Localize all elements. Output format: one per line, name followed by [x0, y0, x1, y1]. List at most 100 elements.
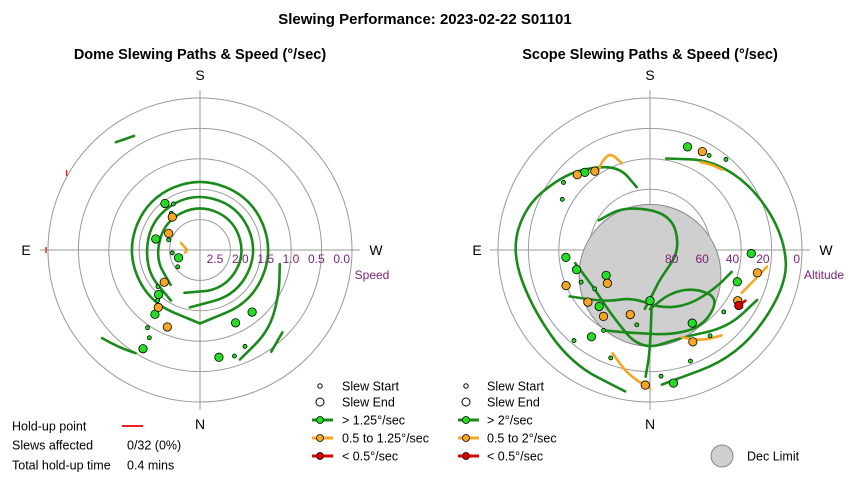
slews-affected-value: 0/32 (0%): [127, 438, 181, 452]
legend-end-marker: [315, 397, 325, 407]
scope-slew-start-point: [723, 157, 729, 162]
legend-fast-label: > 2°/sec: [487, 413, 533, 427]
dome-slew-end-point: [160, 198, 170, 209]
scope-mid-speed-point: [598, 311, 609, 322]
dome-compass-n: N: [195, 416, 205, 432]
total-holdup-label: Total hold-up time: [12, 458, 111, 472]
scope-slew-start-point: [721, 309, 727, 315]
scope-slew-start-point: [578, 279, 584, 285]
scope-mid-speed-point: [640, 380, 650, 390]
dome-points: [45, 170, 257, 362]
scope-tick-label: 20: [756, 252, 770, 266]
scope-slew-end-point: [594, 301, 604, 312]
scope-slew-end-point: [645, 296, 655, 306]
dome-compass-e: E: [21, 242, 30, 258]
scope-mid-speed-point: [752, 268, 762, 278]
dome-slew-end-point: [173, 253, 184, 263]
scope-slew-end-point: [571, 265, 582, 275]
scope-slew-end-point: [601, 270, 611, 280]
dome-slew-path: [238, 262, 282, 361]
dome-axis-label: Speed: [355, 268, 390, 282]
scope-mid-speed-point: [583, 297, 593, 307]
legend-fast-dot: [316, 416, 324, 424]
scope-slew-start-point: [706, 153, 712, 158]
scope-paths: [514, 153, 788, 393]
dome-slew-path: [130, 180, 270, 325]
dome-tick-label: 1.5: [257, 252, 274, 266]
scope-points: [559, 142, 762, 390]
dome-slew-start-point: [155, 298, 161, 303]
dome-slew-start-point: [170, 201, 176, 207]
dome-compass-s: S: [195, 67, 204, 83]
legend-start-marker: [317, 383, 323, 389]
legend-end-label: Slew End: [342, 395, 395, 409]
scope-slow-speed-point: [734, 300, 744, 311]
scope-slew-start-point: [688, 358, 693, 364]
dome-slew-end-point: [214, 352, 224, 362]
dome-radial-ticks: 2.5 2.0 1.5 1.0 0.5 0.0: [207, 252, 351, 266]
scope-slew-end-point: [668, 378, 679, 388]
legend-end-marker: [461, 397, 471, 407]
scope-mid-speed-point: [590, 166, 600, 176]
scope-slew-path: [644, 299, 654, 378]
dome-slew-start-point: [232, 353, 237, 359]
dome-mid-speed-point: [159, 277, 169, 287]
legend-slow-label: < 0.5°/sec: [342, 449, 398, 463]
scope-slew-end-point: [746, 248, 756, 259]
scope-slew-end-point: [682, 142, 693, 152]
dome-paths: [100, 134, 284, 361]
dome-tick-label: 1.0: [283, 252, 300, 266]
dome-rings: [40, 90, 360, 410]
dome-mid-speed-point: [167, 212, 177, 222]
scope-slew-start-point: [571, 338, 577, 343]
dome-compass-w: W: [369, 242, 383, 258]
legend-start-marker: [463, 383, 469, 389]
holdup-info: Hold-up point Slews affected 0/32 (0%) T…: [12, 419, 181, 472]
legend-start-label: Slew Start: [342, 379, 399, 393]
legend-end-label: Slew End: [487, 395, 540, 409]
dome-slew-end-point: [230, 318, 241, 328]
scope-slew-start-point: [601, 328, 606, 333]
scope-slew-end-point: [561, 252, 571, 262]
scope-slew-path: [573, 261, 759, 348]
slews-affected-label: Slews affected: [12, 438, 93, 452]
dome-tick-label: 0.5: [308, 252, 325, 266]
legend-dec-limit-marker: [710, 444, 734, 468]
scope-compass-w: W: [819, 242, 833, 258]
scope-slew-start-point: [634, 322, 640, 328]
total-holdup-value: 0.4 mins: [127, 458, 174, 472]
scope-mid-speed-point: [697, 146, 707, 157]
dome-slew-start-point: [175, 264, 181, 270]
scope-slew-end-point: [586, 332, 597, 342]
scope-tick-label: 80: [665, 252, 679, 266]
dome-slew-end-point: [247, 307, 257, 317]
dome-tick-label: 0.0: [333, 252, 350, 266]
legend-slow-dot: [462, 452, 470, 460]
dome-title: Dome Slewing Paths & Speed (°/sec): [74, 47, 327, 63]
dome-slew-start-point: [155, 284, 161, 289]
scope-compass-n: N: [645, 416, 655, 432]
dome-slew-path: [179, 241, 189, 254]
legend-start-label: Slew Start: [487, 379, 544, 393]
scope-slew-path: [602, 288, 716, 336]
scope-panel: Scope Slewing Paths & Speed (°/sec) S N …: [472, 47, 844, 432]
scope-slew-end-point: [687, 318, 697, 328]
scope-radial-ticks: 80 60 40 20 0: [665, 252, 800, 266]
legend-slow-dot: [316, 452, 324, 460]
scope-slew-start-point: [561, 180, 566, 185]
holdup-label: Hold-up point: [12, 419, 87, 433]
dome-slew-path: [114, 134, 136, 144]
scope-slew-start-point: [559, 196, 565, 202]
scope-tick-label: 40: [726, 252, 740, 266]
legend-fast-label: > 1.25°/sec: [342, 413, 405, 427]
dome-slew-start-point: [145, 325, 150, 331]
scope-slew-start-point: [707, 333, 713, 339]
scope-compass-e: E: [472, 242, 481, 258]
dome-legend: Slew Start Slew End > 1.25°/sec 0.5 to 1…: [312, 379, 429, 463]
dome-panel: Dome Slewing Paths & Speed (°/sec) S N E…: [21, 47, 389, 432]
dome-slew-start-point: [242, 344, 248, 349]
scope-slew-end-point: [580, 167, 590, 177]
scope-mid-speed-point: [572, 170, 582, 180]
scope-slew-path: [611, 351, 652, 390]
